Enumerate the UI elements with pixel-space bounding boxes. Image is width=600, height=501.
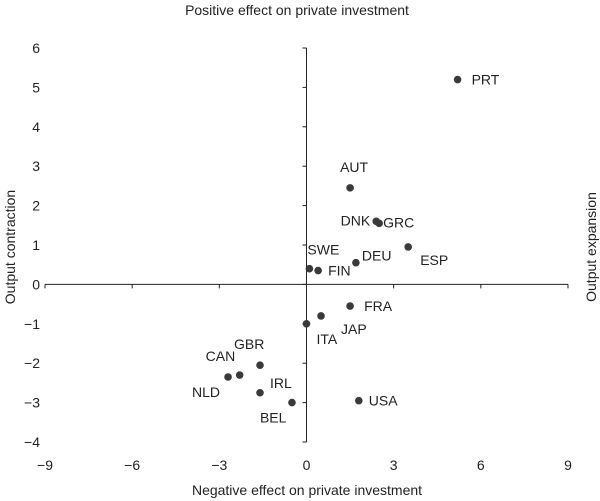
point-label-jap: JAP bbox=[341, 321, 367, 337]
data-point-gbr bbox=[256, 361, 264, 369]
data-point-deu bbox=[352, 258, 360, 267]
point-label-fin: FIN bbox=[328, 263, 351, 279]
point-label-can: CAN bbox=[206, 348, 236, 364]
top-label: Positive effect on private investment bbox=[185, 2, 409, 18]
x-tick-label: 9 bbox=[564, 457, 572, 473]
point-label-usa: USA bbox=[369, 393, 398, 409]
point-label-aut: AUT bbox=[340, 159, 368, 175]
y-tick-label: 4 bbox=[32, 119, 40, 135]
axes-group: −9 −6 −3 0 3 6 9 −4 −3 −2 −1 0 1 2 3 4 5 6 bbox=[24, 40, 572, 473]
data-point-fra bbox=[346, 302, 354, 310]
y-tick-label: 1 bbox=[32, 237, 40, 253]
data-point-usa bbox=[355, 396, 363, 405]
x-axis-label: Negative effect on private investment bbox=[192, 482, 422, 498]
y-tick-label: 3 bbox=[32, 158, 40, 174]
data-point-can bbox=[235, 371, 244, 379]
data-point-aut bbox=[346, 184, 354, 192]
point-label-prt: PRT bbox=[472, 72, 500, 88]
y-tick-label: 5 bbox=[32, 79, 40, 95]
data-point-nld bbox=[224, 373, 232, 381]
x-tick-label: 3 bbox=[390, 457, 398, 473]
data-point-grc bbox=[375, 219, 383, 228]
point-label-ita: ITA bbox=[317, 331, 338, 347]
x-tick-label: 6 bbox=[477, 457, 485, 473]
point-label-deu: DEU bbox=[362, 248, 392, 264]
point-label-bel: BEL bbox=[260, 410, 287, 426]
point-label-irl: IRL bbox=[270, 375, 292, 391]
data-point-swe bbox=[305, 264, 314, 273]
point-label-nld: NLD bbox=[192, 384, 220, 400]
data-point-irl bbox=[256, 388, 264, 397]
y-tick-label: −3 bbox=[24, 395, 40, 411]
point-label-swe: SWE bbox=[307, 242, 339, 258]
x-tick-label: −6 bbox=[124, 457, 140, 473]
x-tick-label: 0 bbox=[303, 457, 311, 473]
x-tick-label: −9 bbox=[37, 457, 53, 473]
y-tick-label: 0 bbox=[32, 276, 40, 292]
y-tick-label: 2 bbox=[32, 198, 40, 214]
y-tick-label: 6 bbox=[32, 40, 40, 56]
y-axis-label-right: Output expansion bbox=[583, 192, 599, 302]
data-point-bel bbox=[288, 398, 296, 407]
point-label-grc: GRC bbox=[383, 214, 414, 230]
data-point-ita bbox=[302, 320, 311, 328]
point-label-gbr: GBR bbox=[234, 336, 264, 352]
data-point-prt bbox=[453, 75, 462, 84]
point-label-dnk: DNK bbox=[341, 212, 371, 228]
y-tick-label: −1 bbox=[24, 316, 40, 332]
y-tick-label: −4 bbox=[24, 434, 40, 450]
data-point-esp bbox=[404, 243, 412, 251]
data-point-fin bbox=[314, 266, 322, 275]
y-axis-label-left: Output contraction bbox=[2, 190, 18, 304]
y-tick-label: −2 bbox=[24, 355, 40, 371]
data-point-jap bbox=[317, 312, 325, 320]
point-label-fra: FRA bbox=[364, 298, 393, 314]
x-tick-label: −3 bbox=[211, 457, 227, 473]
point-label-esp: ESP bbox=[420, 252, 448, 268]
